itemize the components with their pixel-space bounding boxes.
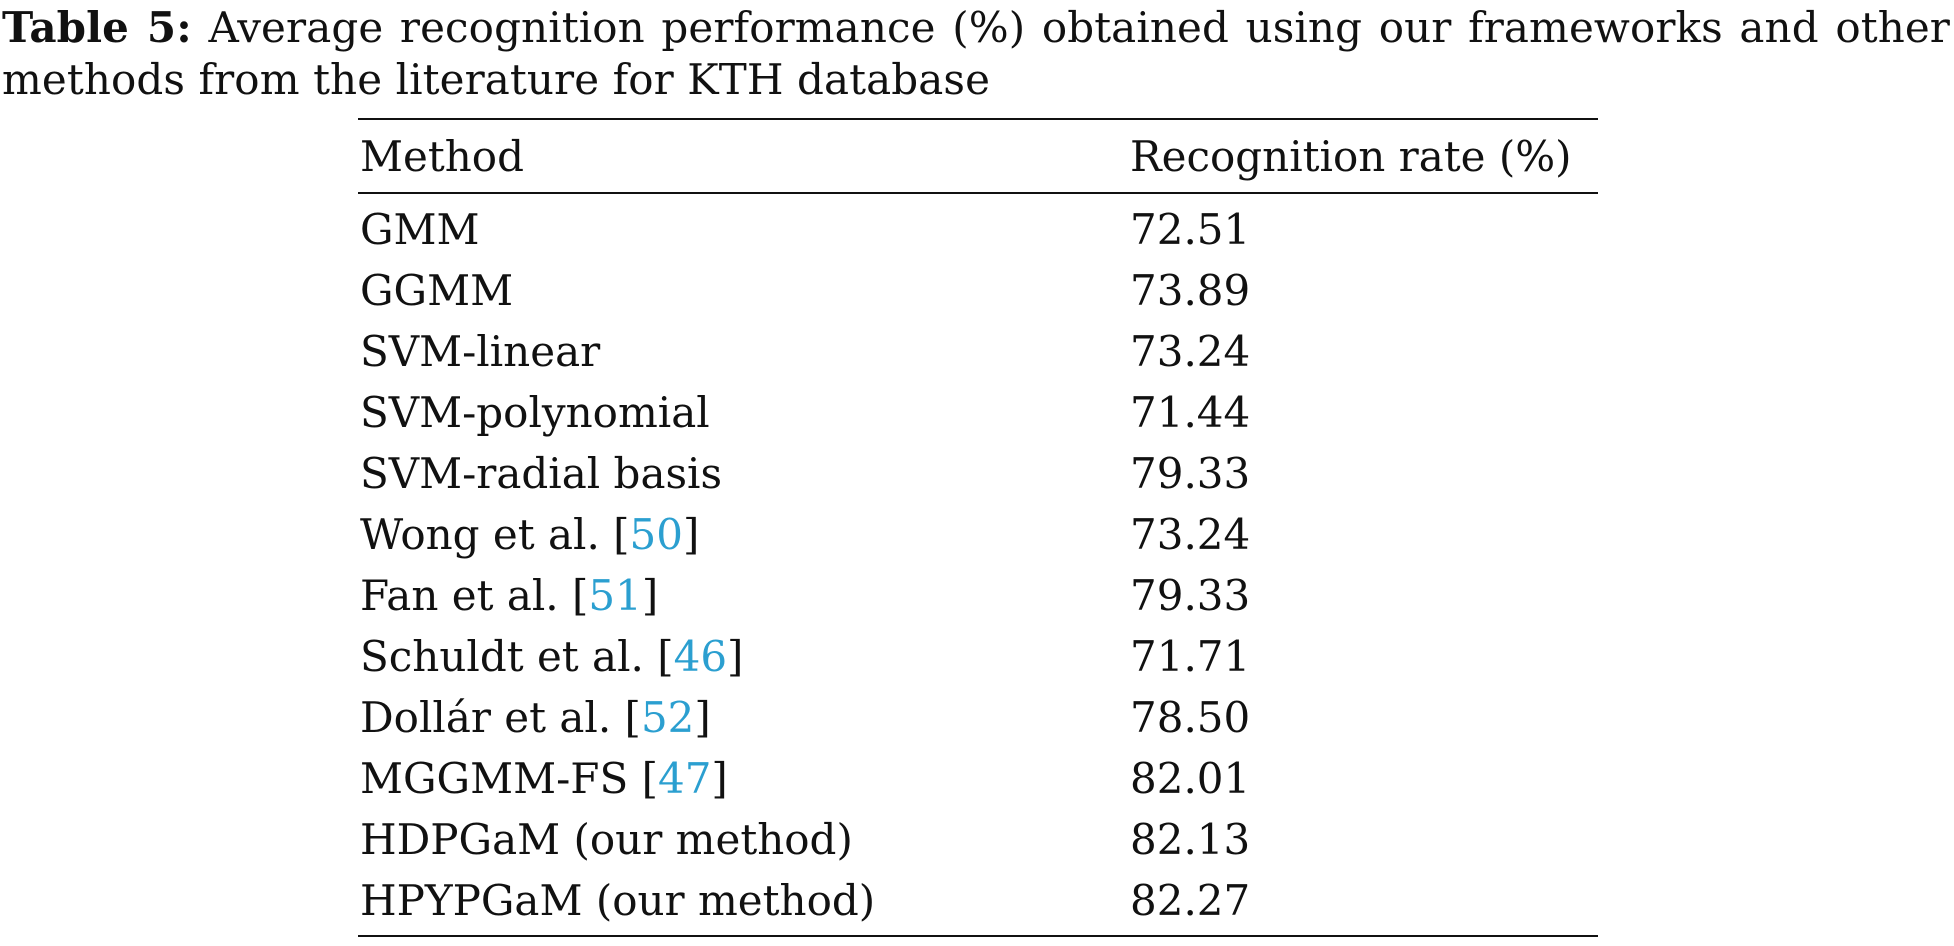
header-method: Method <box>360 131 524 181</box>
table-row: SVM-polynomial 71.44 <box>358 382 1598 443</box>
table-caption-label: Table 5: <box>2 3 192 52</box>
table-row: HPYPGaM (our method) 82.27 <box>358 870 1598 931</box>
recognition-rate-cell: 73.24 <box>1130 327 1251 376</box>
citation-bracket: ] <box>694 693 711 742</box>
top-rule <box>358 118 1598 120</box>
method-cell: GGMM <box>358 266 1130 315</box>
recognition-rate-cell: 72.51 <box>1130 205 1251 254</box>
table-row: SVM-linear 73.24 <box>358 321 1598 382</box>
method-name: SVM-polynomial <box>360 388 710 437</box>
method-name: HDPGaM (our method) <box>360 815 853 864</box>
method-name: GGMM <box>360 266 514 315</box>
method-cell: SVM-radial basis <box>358 449 1130 498</box>
method-cell: SVM-linear <box>358 327 1130 376</box>
table-row: GGMM 73.89 <box>358 260 1598 321</box>
method-cell: MGGMM-FS [47] <box>358 754 1130 803</box>
citation-link[interactable]: 46 <box>673 632 728 681</box>
recognition-rate-cell: 82.27 <box>1130 876 1251 925</box>
method-name: Dollár et al. [ <box>360 693 641 742</box>
recognition-rate-cell: 73.24 <box>1130 510 1251 559</box>
recognition-rate-cell: 71.71 <box>1130 632 1251 681</box>
table-body: GMM 72.51 GGMM 73.89 SVM-linear 73.24 SVM-poly… <box>358 194 1598 935</box>
table-row: MGGMM-FS [47] 82.01 <box>358 748 1598 809</box>
method-name: Fan et al. [ <box>360 571 589 620</box>
bottom-rule <box>358 935 1598 937</box>
table-caption-text: Average recognition performance (%) obta… <box>2 3 1950 104</box>
results-table: Method Recognition rate (%) GMM 72.51 GGMM… <box>358 118 1598 937</box>
mid-rule <box>358 192 1598 194</box>
table-row: GMM 72.51 <box>358 199 1598 260</box>
citation-link[interactable]: 47 <box>657 754 712 803</box>
citation-bracket: ] <box>641 571 659 620</box>
recognition-rate-cell: 79.33 <box>1130 449 1251 498</box>
table-row: SVM-radial basis 79.33 <box>358 443 1598 504</box>
recognition-rate-cell: 82.01 <box>1130 754 1251 803</box>
method-name: HPYPGaM (our method) <box>360 876 876 925</box>
citation-bracket: ] <box>683 510 700 559</box>
citation-link[interactable]: 52 <box>640 693 695 742</box>
method-name: Wong et al. [ <box>360 510 630 559</box>
citation-link[interactable]: 50 <box>629 510 683 559</box>
recognition-rate-cell: 73.89 <box>1130 266 1251 315</box>
method-cell: Wong et al. [50] <box>358 510 1130 559</box>
table-row: HDPGaM (our method) 82.13 <box>358 809 1598 870</box>
table-row: Wong et al. [50] 73.24 <box>358 504 1598 565</box>
method-name: MGGMM-FS [ <box>360 754 658 803</box>
table-caption: Table 5: Average recognition performance… <box>2 2 1950 106</box>
header-recognition-rate: Recognition rate (%) <box>1130 131 1572 181</box>
method-cell: GMM <box>358 205 1130 254</box>
table-row: Dollár et al. [52] 78.50 <box>358 687 1598 748</box>
method-cell: HDPGaM (our method) <box>358 815 1130 864</box>
table-row: Schuldt et al. [46] 71.71 <box>358 626 1598 687</box>
citation-bracket: ] <box>711 754 728 803</box>
method-cell: SVM-polynomial <box>358 388 1130 437</box>
method-name: Schuldt et al. [ <box>360 632 674 681</box>
method-name: SVM-linear <box>360 327 601 376</box>
recognition-rate-cell: 79.33 <box>1130 571 1251 620</box>
method-cell: HPYPGaM (our method) <box>358 876 1130 925</box>
recognition-rate-cell: 82.13 <box>1130 815 1251 864</box>
table-header-row: Method Recognition rate (%) <box>358 120 1598 192</box>
citation-link[interactable]: 51 <box>588 571 642 620</box>
method-cell: Fan et al. [51] <box>358 571 1130 620</box>
method-name: SVM-radial basis <box>360 449 723 498</box>
citation-bracket: ] <box>727 632 744 681</box>
recognition-rate-cell: 71.44 <box>1130 388 1251 437</box>
method-cell: Dollár et al. [52] <box>358 693 1130 742</box>
method-cell: Schuldt et al. [46] <box>358 632 1130 681</box>
method-name: GMM <box>360 205 480 254</box>
table-row: Fan et al. [51] 79.33 <box>358 565 1598 626</box>
recognition-rate-cell: 78.50 <box>1130 693 1251 742</box>
